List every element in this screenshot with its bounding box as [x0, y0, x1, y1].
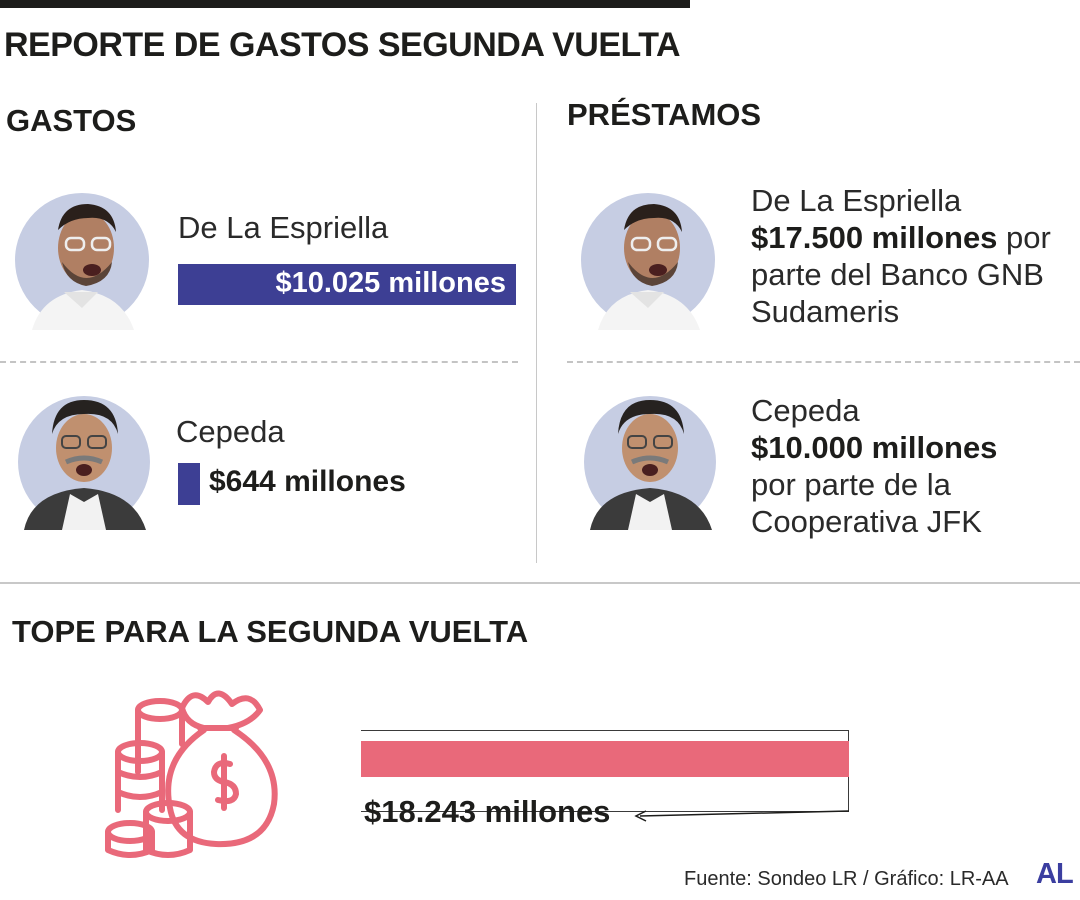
loan-espriella: De La Espriella $17.500 millones por par… — [751, 182, 1051, 330]
prestamos-heading: PRÉSTAMOS — [567, 97, 762, 132]
loan-name-cepeda: Cepeda — [751, 393, 860, 428]
page-title: REPORTE DE GASTOS SEGUNDA VUELTA — [4, 26, 681, 64]
loan-amount-espriella: $17.500 millones — [751, 220, 998, 255]
loan-cepeda: Cepeda $10.000 millones por parte de la … — [751, 392, 997, 540]
loan-amount-cepeda: $10.000 millones — [751, 430, 998, 465]
money-bag-coins-icon — [105, 690, 278, 858]
section-divider — [0, 582, 1080, 584]
espriella-portrait — [581, 193, 715, 330]
loan-name-espriella: De La Espriella — [751, 183, 962, 218]
publication-logo: AL — [1036, 858, 1074, 890]
gastos-bar-cepeda — [178, 463, 200, 505]
loan-line1-espriella: $17.500 millones por — [751, 219, 1051, 256]
gastos-separator — [0, 361, 518, 363]
loan-line2-cepeda: por parte de la — [751, 467, 951, 502]
loan-line1-cepeda: $10.000 millones — [751, 429, 997, 466]
gastos-name-espriella: De La Espriella — [178, 210, 389, 245]
prestamos-separator — [567, 361, 1080, 363]
gastos-heading: GASTOS — [6, 103, 137, 138]
gastos-name-cepeda: Cepeda — [176, 414, 285, 449]
top-rule — [0, 0, 690, 8]
espriella-portrait — [15, 193, 149, 330]
loan-line3-cepeda: Cooperativa JFK — [751, 504, 982, 539]
gastos-amount-cepeda: $644 millones — [209, 465, 406, 498]
gastos-bar-espriella — [178, 264, 516, 305]
column-divider — [536, 103, 537, 563]
tope-heading: TOPE PARA LA SEGUNDA VUELTA — [12, 614, 529, 649]
loan-line3-espriella: Sudameris — [751, 294, 900, 329]
arrow-left-icon — [634, 810, 850, 822]
tope-amount: $18.243 millones — [364, 794, 611, 829]
source-credit: Fuente: Sondeo LR / Gráfico: LR-AA — [684, 868, 1009, 890]
gastos-bar-label-espriella: $10.025 millones — [275, 267, 506, 299]
cepeda-portrait — [584, 396, 716, 530]
loan-line2-espriella: parte del Banco GNB — [751, 257, 1044, 292]
cepeda-portrait — [18, 396, 150, 530]
tope-bar — [361, 741, 849, 777]
loan-line1-rest-espriella: por — [997, 220, 1051, 255]
